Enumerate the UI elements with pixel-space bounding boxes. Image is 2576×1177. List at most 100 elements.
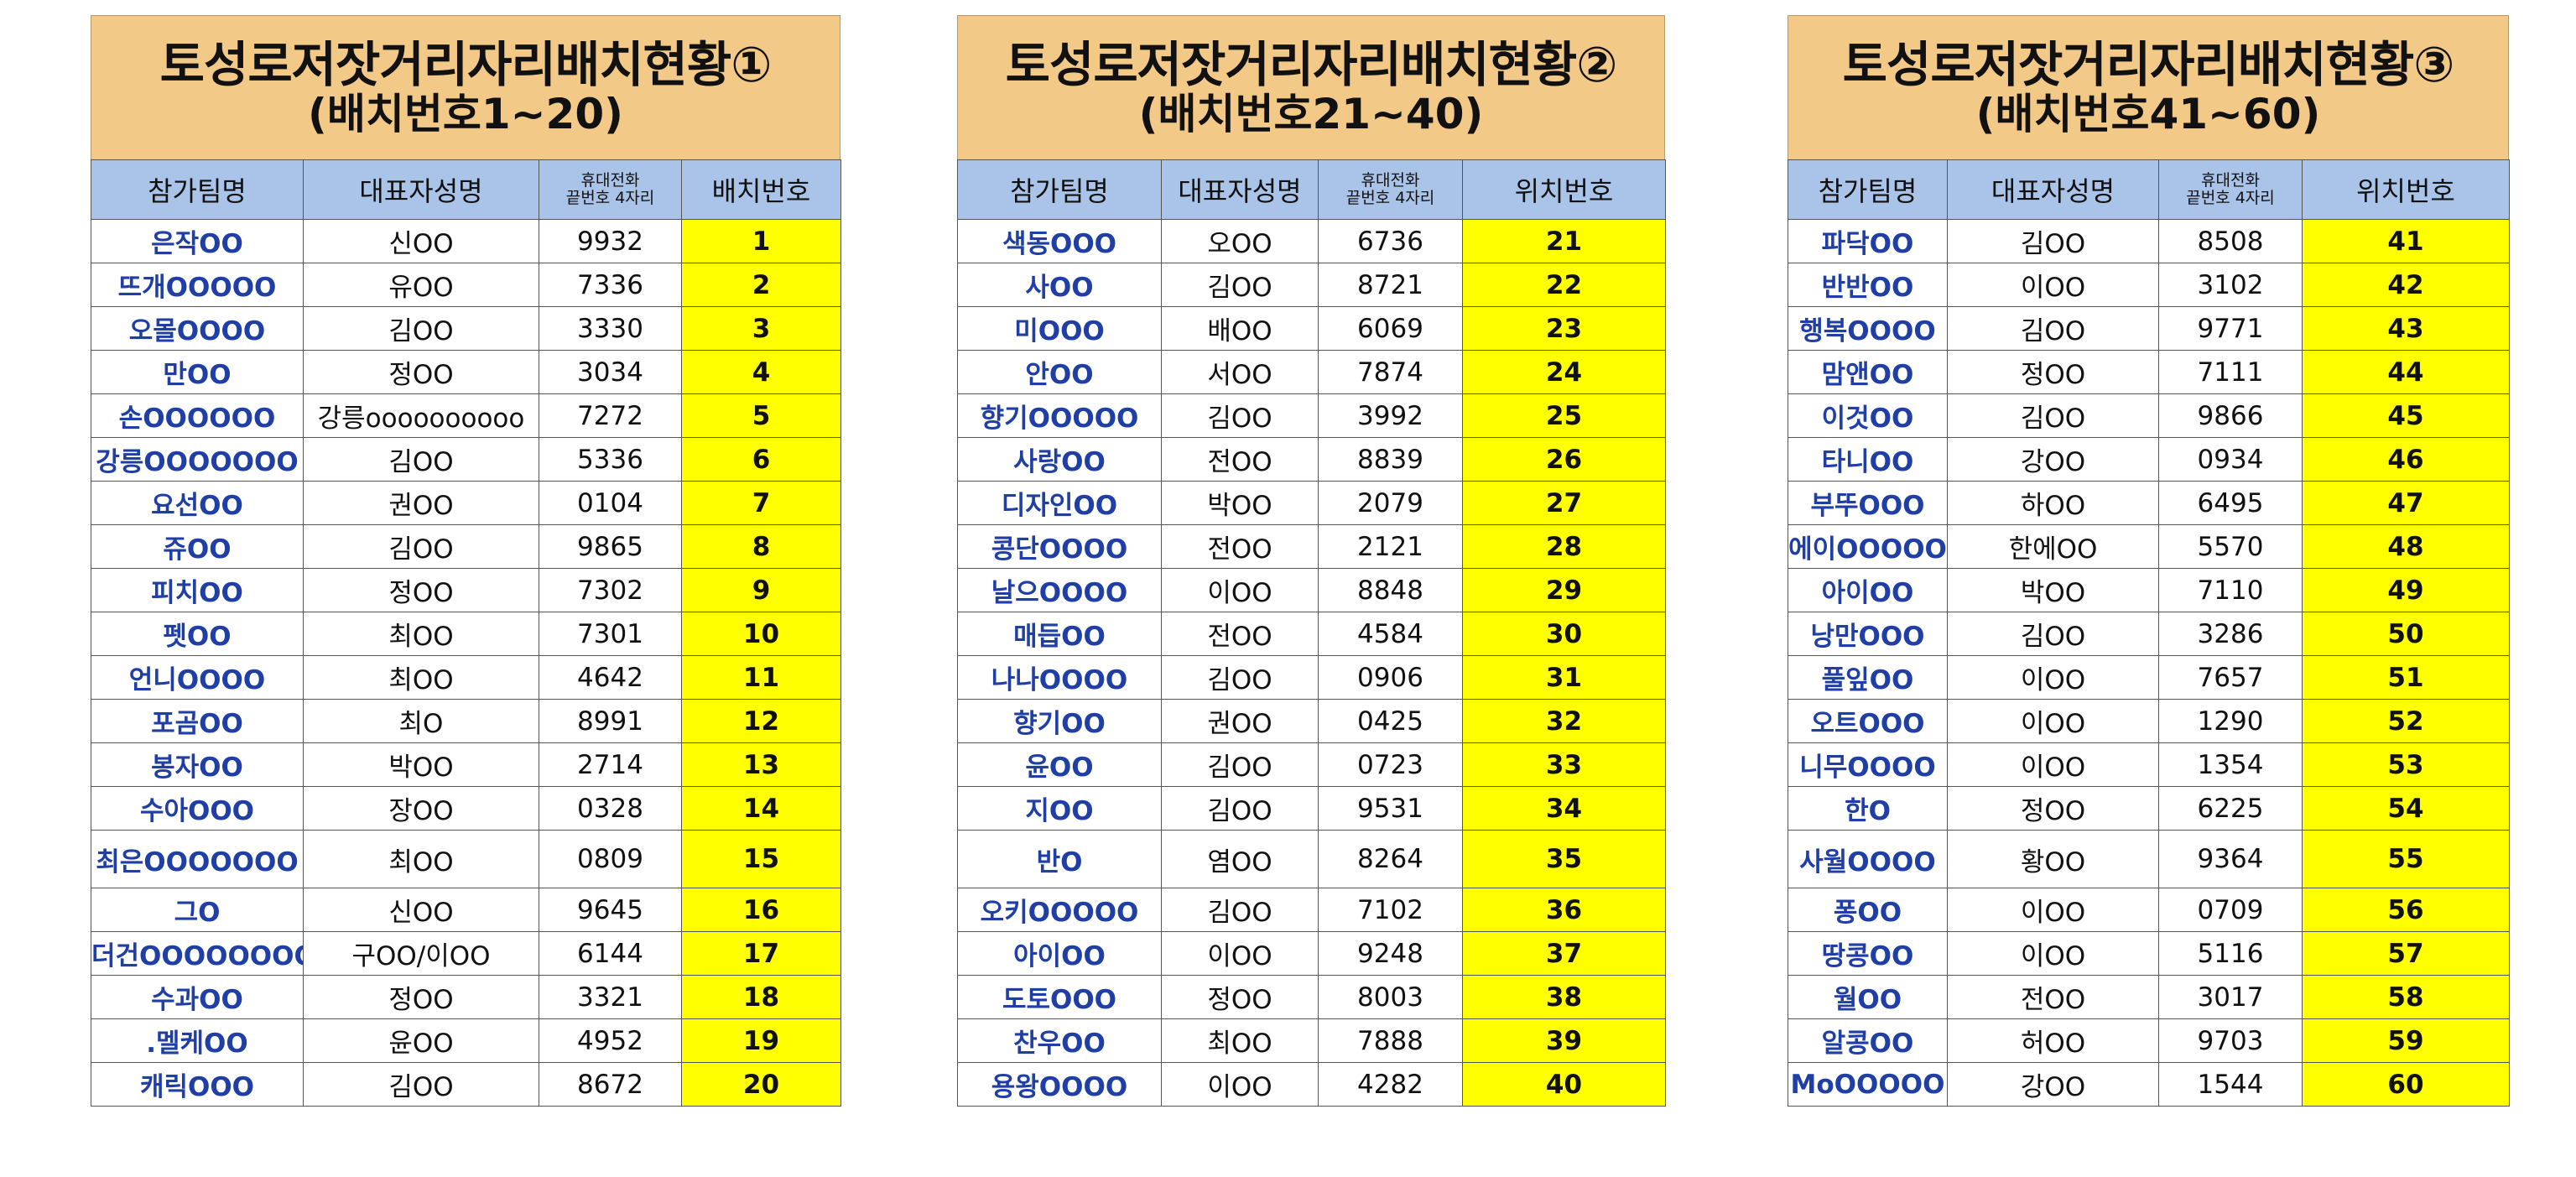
representative-cell: 한에OO	[1947, 524, 2159, 569]
table-row: 오키OOOOO 김OO 7102 36	[957, 888, 1666, 932]
team-name-cell: 행복OOOO	[1788, 306, 1948, 351]
col-header-number: 배치번호	[681, 159, 841, 220]
table-row: 요선OO 권OO 0104 7	[91, 481, 841, 525]
position-number-cell: 50	[2302, 612, 2510, 656]
table-row: 지OO 김OO 9531 34	[957, 786, 1666, 831]
representative-cell: 이OO	[1161, 931, 1319, 976]
representative-cell: 김OO	[1161, 888, 1319, 932]
position-number-cell: 32	[1462, 699, 1666, 743]
position-number-cell: 33	[1462, 742, 1666, 787]
team-name-cell: 찬우OO	[957, 1018, 1162, 1063]
team-name-cell: 알콩OO	[1788, 1018, 1948, 1063]
table-row: 강릉OOOOOOO 김OO 5336 6	[91, 437, 841, 482]
representative-cell: 전OO	[1161, 612, 1319, 656]
phone-last4-cell: 0934	[2158, 437, 2303, 482]
representative-cell: 이OO	[1947, 699, 2159, 743]
col-header-team: 참가팀명	[1788, 159, 1948, 220]
representative-cell: 이OO	[1947, 931, 2159, 976]
phone-last4-cell: 7272	[539, 393, 682, 438]
phone-last4-cell: 0328	[539, 786, 682, 831]
title-line-1: 토성로저잣거리자리배치현황③	[1842, 35, 2455, 93]
team-name-cell: 도토OOO	[957, 975, 1162, 1019]
team-name-cell: 언니OOOO	[91, 655, 304, 700]
title-line-2: (배치번호1~20)	[308, 89, 623, 138]
table-row: 매듭OO 전OO 4584 30	[957, 612, 1666, 656]
position-number-cell: 52	[2302, 699, 2510, 743]
phone-last4-cell: 7657	[2158, 655, 2303, 700]
representative-cell: 이OO	[1947, 888, 2159, 932]
representative-cell: 김OO	[1161, 263, 1319, 307]
phone-last4-cell: 9703	[2158, 1018, 2303, 1063]
phone-last4-cell: 7102	[1318, 888, 1463, 932]
team-name-cell: 사월OOOO	[1788, 830, 1948, 888]
seating-table: 참가팀명 대표자성명 휴대전화 끝번호 4자리 위치번호 색동OOO 오OO 673…	[957, 159, 1666, 1107]
team-name-cell: 땅콩OO	[1788, 931, 1948, 976]
team-name-cell: 향기OO	[957, 699, 1162, 743]
team-name-cell: 한O	[1788, 786, 1948, 831]
phone-last4-cell: 5570	[2158, 524, 2303, 569]
position-number-cell: 56	[2302, 888, 2510, 932]
position-number-cell: 30	[1462, 612, 1666, 656]
phone-last4-cell: 0709	[2158, 888, 2303, 932]
team-name-cell: MoOOOOO	[1788, 1062, 1948, 1107]
table-row: 오트OOO 이OO 1290 52	[1788, 699, 2510, 743]
team-name-cell: 사OO	[957, 263, 1162, 307]
representative-cell: 신OO	[303, 219, 539, 263]
table-row: 맘앤OO 정OO 7111 44	[1788, 350, 2510, 394]
table-row: 니무OOOO 이OO 1354 53	[1788, 742, 2510, 787]
title-line-1: 토성로저잣거리자리배치현황①	[159, 35, 773, 93]
team-name-cell: 아이OO	[1788, 568, 1948, 612]
team-name-cell: 지OO	[957, 786, 1162, 831]
table-row: 은작OO 신OO 9932 1	[91, 219, 841, 263]
table-row: 수아OOO 장OO 0328 14	[91, 786, 841, 831]
representative-cell: 전OO	[1161, 524, 1319, 569]
position-number-cell: 51	[2302, 655, 2510, 700]
representative-cell: 최OO	[303, 655, 539, 700]
representative-cell: 장OO	[303, 786, 539, 831]
representative-cell: 김OO	[303, 306, 539, 351]
phone-last4-cell: 3034	[539, 350, 682, 394]
representative-cell: 김OO	[1947, 219, 2159, 263]
team-name-cell: 봉자OO	[91, 742, 304, 787]
representative-cell: 김OO	[1161, 786, 1319, 831]
table-row: 땅콩OO 이OO 5116 57	[1788, 931, 2510, 976]
phone-last4-cell: 3017	[2158, 975, 2303, 1019]
table-row: 아이OO 이OO 9248 37	[957, 931, 1666, 976]
team-name-cell: 쥬OO	[91, 524, 304, 569]
phone-last4-cell: 1354	[2158, 742, 2303, 787]
phone-header-text: 휴대전화 끝번호 4자리	[565, 171, 655, 207]
team-name-cell: 안OO	[957, 350, 1162, 394]
team-name-cell: 수아OOO	[91, 786, 304, 831]
phone-last4-cell: 9865	[539, 524, 682, 569]
table-row: 쥬OO 김OO 9865 8	[91, 524, 841, 569]
team-name-cell: 은작OO	[91, 219, 304, 263]
representative-cell: 배OO	[1161, 306, 1319, 351]
team-name-cell: 에이OOOOO	[1788, 524, 1948, 569]
team-name-cell: 용왕OOOO	[957, 1062, 1162, 1107]
phone-last4-cell: 6495	[2158, 481, 2303, 525]
phone-last4-cell: 6225	[2158, 786, 2303, 831]
phone-last4-cell: 4642	[539, 655, 682, 700]
col-header-phone: 휴대전화 끝번호 4자리	[1318, 159, 1463, 220]
table-row: 오몰OOOO 김OO 3330 3	[91, 306, 841, 351]
position-number-cell: 41	[2302, 219, 2510, 263]
phone-last4-cell: 7874	[1318, 350, 1463, 394]
team-name-cell: 반반OO	[1788, 263, 1948, 307]
title-line-2: (배치번호41~60)	[1975, 89, 2321, 138]
representative-cell: 김OO	[1161, 742, 1319, 787]
table-row: 향기OO 권OO 0425 32	[957, 699, 1666, 743]
title-line-1: 토성로저잣거리자리배치현황②	[1005, 35, 1618, 93]
table-row: 행복OOOO 김OO 9771 43	[1788, 306, 2510, 351]
panel-title: 토성로저잣거리자리배치현황① (배치번호1~20)	[91, 15, 840, 159]
phone-last4-cell: 2079	[1318, 481, 1463, 525]
representative-cell: 박OO	[1161, 481, 1319, 525]
phone-last4-cell: 8672	[539, 1062, 682, 1107]
col-header-representative: 대표자성명	[1161, 159, 1319, 220]
position-number-cell: 31	[1462, 655, 1666, 700]
representative-cell: 하OO	[1947, 481, 2159, 525]
position-number-cell: 38	[1462, 975, 1666, 1019]
position-number-cell: 7	[681, 481, 841, 525]
phone-last4-cell: 5116	[2158, 931, 2303, 976]
representative-cell: 황OO	[1947, 830, 2159, 888]
team-name-cell: 콩단OOOO	[957, 524, 1162, 569]
